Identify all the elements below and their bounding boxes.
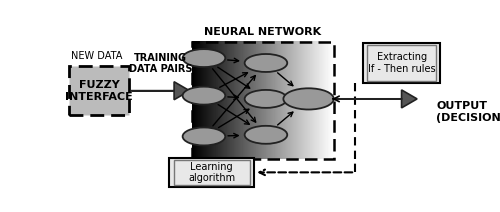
Circle shape: [182, 127, 225, 145]
Bar: [70, 66, 130, 115]
Bar: [368, 45, 436, 81]
Bar: [363, 43, 440, 83]
Bar: [174, 160, 250, 185]
Text: Learning
algorithm: Learning algorithm: [188, 162, 236, 183]
Circle shape: [182, 87, 225, 105]
Circle shape: [244, 54, 287, 72]
FancyArrow shape: [132, 82, 190, 100]
Text: NEW DATA: NEW DATA: [71, 51, 122, 61]
Circle shape: [244, 126, 287, 144]
Text: FUZZY
INTERFACE: FUZZY INTERFACE: [66, 80, 133, 102]
Bar: [169, 158, 254, 187]
Bar: [192, 42, 334, 159]
Text: TRAINING
DATA PAIRS: TRAINING DATA PAIRS: [129, 53, 192, 74]
Circle shape: [284, 88, 334, 110]
Text: NEURAL NETWORK: NEURAL NETWORK: [204, 27, 322, 37]
Text: OUTPUT
(DECISION): OUTPUT (DECISION): [436, 101, 500, 123]
Text: Extracting
If - Then rules: Extracting If - Then rules: [368, 52, 436, 74]
Circle shape: [182, 49, 225, 67]
FancyArrow shape: [336, 90, 417, 108]
Circle shape: [244, 90, 287, 108]
